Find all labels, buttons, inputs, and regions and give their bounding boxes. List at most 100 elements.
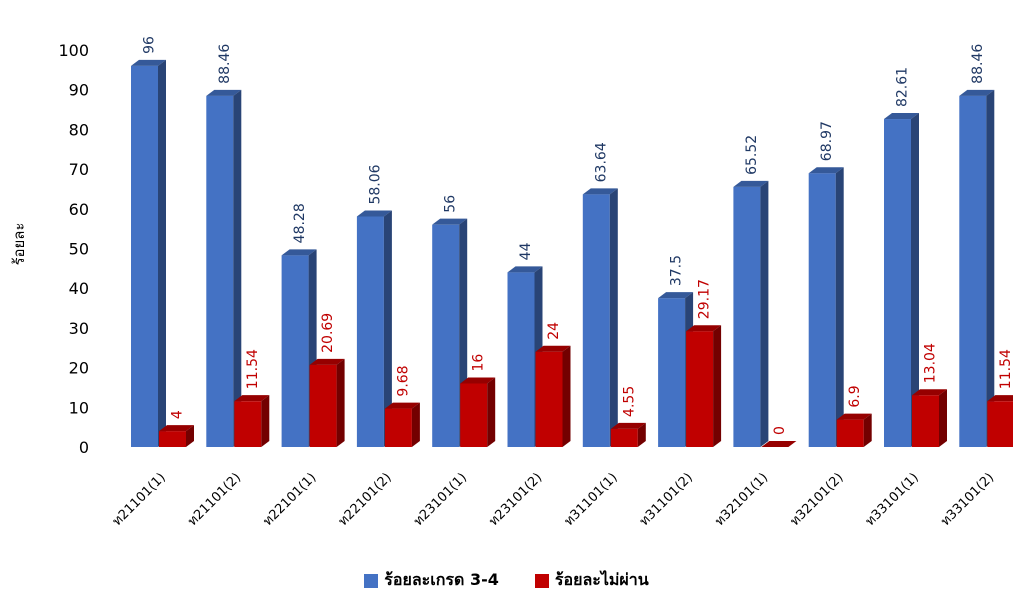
bar-side (336, 358, 345, 447)
data-label: 6.9 (847, 385, 863, 407)
bar-front (987, 401, 1013, 447)
legend-label-series-2: ร้อยละไม่ผ่าน (554, 570, 649, 589)
bar-side (939, 389, 947, 447)
bar-grade34-11 (884, 113, 919, 447)
bar-grade34-3 (281, 249, 317, 447)
y-tick-label: 0 (79, 438, 89, 457)
bar-side (158, 59, 166, 447)
y-tick-label: 80 (69, 120, 89, 139)
bar-front (234, 401, 262, 447)
bar-fail-9 (761, 441, 797, 447)
y-tick-label: 70 (69, 160, 89, 179)
bar-side (186, 425, 194, 447)
x-tick-label: ท33101(1) (863, 470, 922, 529)
data-label: 68.97 (819, 121, 835, 161)
x-tick-label: ท22101(2) (336, 470, 395, 529)
bar-side (233, 89, 242, 448)
bar-top (507, 266, 543, 273)
bar-front (836, 419, 864, 447)
bar-top (432, 218, 468, 225)
bar-fail-7 (610, 422, 646, 447)
bar-side (835, 167, 844, 448)
y-tick-label: 10 (69, 398, 89, 417)
data-label: 58.06 (367, 164, 383, 204)
bar-front (356, 216, 384, 447)
bar-side (986, 89, 995, 448)
bar-side (863, 413, 872, 447)
y-tick-label: 30 (69, 319, 89, 338)
x-tick-label: ท31101(1) (562, 470, 621, 529)
legend-swatch-series-1 (364, 573, 379, 588)
bar-top (987, 395, 1013, 402)
data-label: 9.68 (395, 365, 411, 396)
bar-grade34-1 (131, 59, 166, 447)
bar-top (733, 180, 769, 187)
bar-fail-6 (535, 345, 571, 447)
bar-side (911, 113, 919, 447)
bar-top (206, 89, 242, 96)
bar-grade34-9 (733, 180, 769, 447)
data-label: 37.5 (669, 255, 685, 286)
bar-top (836, 413, 872, 420)
bar-grade34-12 (959, 89, 995, 448)
bar-top (131, 59, 166, 66)
bar-front (658, 298, 686, 447)
bar-fail-10 (836, 413, 872, 447)
data-label: 20.69 (320, 313, 336, 353)
bar-grade34-4 (356, 210, 392, 447)
bar-side (713, 325, 722, 447)
bar-top (808, 167, 844, 174)
bar-front (912, 395, 939, 447)
x-tick-label: ท32101(2) (788, 470, 847, 529)
x-tick-label: ท22101(1) (260, 470, 319, 529)
bar-top (535, 345, 571, 352)
bar-front (384, 408, 412, 447)
bar-fail-8 (686, 325, 722, 447)
x-tick-label: ท32101(1) (712, 470, 771, 529)
bar-grade34-10 (808, 167, 844, 448)
bar-side (760, 180, 769, 447)
bar-front (309, 364, 337, 447)
bar-top (234, 395, 270, 402)
bar-fail-1 (159, 425, 194, 447)
legend-label-series-1: ร้อยละเกรด 3-4 (384, 570, 499, 589)
bar-fail-4 (384, 402, 420, 447)
data-labels: 96 4 88.46 11.54 48.28 20.69 58.06 9.68 56 16 44 24… (142, 36, 1013, 435)
data-label: 82.61 (895, 67, 911, 107)
bar-front (610, 428, 638, 447)
y-tick-label: 50 (69, 240, 89, 259)
data-label: 11.54 (245, 349, 261, 389)
data-label: 24 (546, 322, 562, 340)
x-tick-label: ท21101(1) (110, 470, 169, 529)
y-tick-label: 60 (69, 200, 89, 219)
bar-top (309, 358, 345, 365)
bar-top (686, 325, 722, 332)
y-axis-ticks: 0 10 20 30 40 50 60 70 80 90 100 (58, 41, 89, 457)
y-tick-label: 20 (69, 359, 89, 378)
bar-fail-2 (234, 395, 270, 447)
bar-front (884, 119, 911, 447)
data-label: 29.17 (697, 279, 713, 319)
legend-item-series-1: ร้อยละเกรด 3-4 (364, 568, 499, 593)
bar-grade34-7 (582, 188, 618, 448)
data-label: 88.46 (970, 44, 986, 84)
bar-top (460, 377, 496, 384)
bar-front (460, 383, 488, 447)
x-tick-label: ท21101(2) (185, 470, 244, 529)
bar-fail-12 (987, 395, 1013, 447)
bar-fail-3 (309, 358, 345, 447)
bar-side (383, 210, 392, 447)
bar-front (507, 272, 535, 447)
data-label: 16 (471, 354, 487, 372)
bar-top (384, 402, 420, 409)
bar-side (637, 422, 646, 447)
bar-front (582, 194, 610, 447)
bar-side (487, 377, 496, 447)
data-label: 96 (142, 36, 158, 54)
bar-top (159, 425, 194, 432)
bar-top (761, 441, 797, 447)
bar-fail-5 (460, 377, 496, 447)
data-label: 4.55 (621, 386, 637, 417)
y-tick-label: 100 (58, 41, 89, 60)
bar-grade34-2 (206, 89, 242, 448)
